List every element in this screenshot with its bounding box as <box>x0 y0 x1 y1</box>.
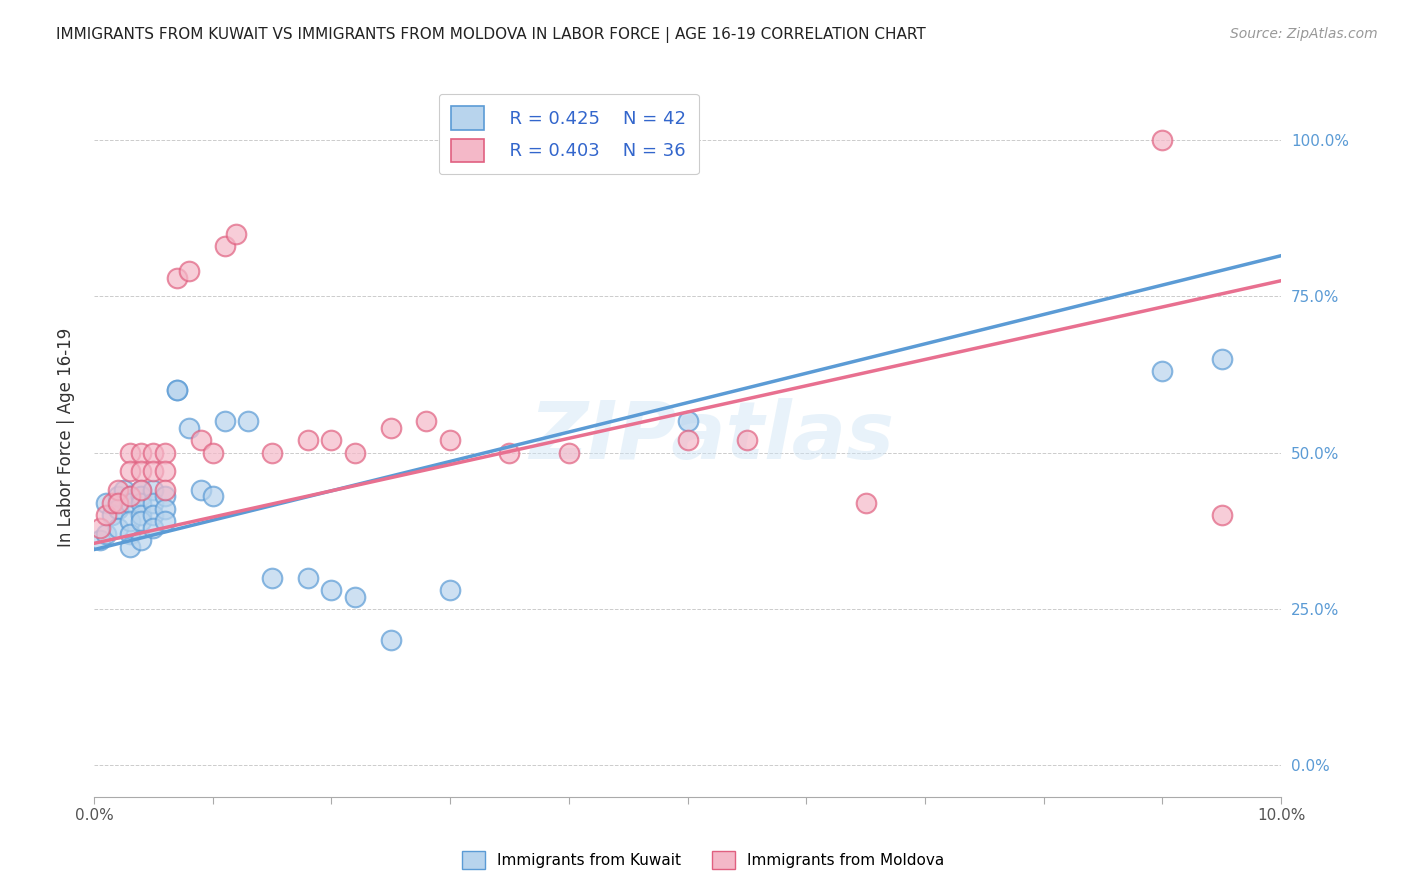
Point <box>1211 508 1233 523</box>
Point <box>100 496 122 510</box>
Point <box>297 571 319 585</box>
Point <box>190 433 212 447</box>
Point <box>214 414 236 428</box>
Point <box>131 515 153 529</box>
Point <box>89 533 111 548</box>
Point <box>177 264 200 278</box>
Point <box>321 433 343 447</box>
Point <box>142 521 165 535</box>
Point <box>131 496 153 510</box>
Point <box>238 414 260 428</box>
Point <box>1152 364 1174 378</box>
Point <box>94 496 117 510</box>
Point <box>201 446 224 460</box>
Point <box>118 496 141 510</box>
Point <box>380 633 402 648</box>
Point <box>94 527 117 541</box>
Point <box>131 508 153 523</box>
Legend: Immigrants from Kuwait, Immigrants from Moldova: Immigrants from Kuwait, Immigrants from … <box>456 845 950 875</box>
Point <box>131 490 153 504</box>
Point <box>439 583 461 598</box>
Point <box>260 571 283 585</box>
Point <box>166 383 188 397</box>
Point <box>166 383 188 397</box>
Point <box>153 515 176 529</box>
Point <box>153 446 176 460</box>
Point <box>142 508 165 523</box>
Point <box>131 533 153 548</box>
Point <box>1152 133 1174 147</box>
Point <box>118 446 141 460</box>
Point <box>107 483 129 498</box>
Point <box>735 433 758 447</box>
Point <box>107 502 129 516</box>
Point <box>107 490 129 504</box>
Point <box>94 508 117 523</box>
Point <box>153 490 176 504</box>
Point <box>676 414 699 428</box>
Point <box>118 490 141 504</box>
Point <box>225 227 247 241</box>
Point <box>131 446 153 460</box>
Point <box>166 270 188 285</box>
Point <box>1211 351 1233 366</box>
Point <box>118 540 141 554</box>
Point <box>344 446 367 460</box>
Text: Source: ZipAtlas.com: Source: ZipAtlas.com <box>1230 27 1378 41</box>
Text: ZIPatlas: ZIPatlas <box>529 398 894 476</box>
Legend:   R = 0.425    N = 42,   R = 0.403    N = 36: R = 0.425 N = 42, R = 0.403 N = 36 <box>439 94 699 174</box>
Point <box>100 508 122 523</box>
Point <box>107 496 129 510</box>
Text: IMMIGRANTS FROM KUWAIT VS IMMIGRANTS FROM MOLDOVA IN LABOR FORCE | AGE 16-19 COR: IMMIGRANTS FROM KUWAIT VS IMMIGRANTS FRO… <box>56 27 927 43</box>
Point <box>153 483 176 498</box>
Point <box>201 490 224 504</box>
Point <box>153 502 176 516</box>
Point <box>131 483 153 498</box>
Point <box>142 446 165 460</box>
Point <box>118 527 141 541</box>
Point <box>153 465 176 479</box>
Point <box>321 583 343 598</box>
Point <box>142 483 165 498</box>
Point <box>142 465 165 479</box>
Point <box>118 465 141 479</box>
Point <box>107 521 129 535</box>
Point <box>118 515 141 529</box>
Point <box>558 446 581 460</box>
Point <box>190 483 212 498</box>
Point <box>415 414 437 428</box>
Point <box>676 433 699 447</box>
Point <box>112 483 135 498</box>
Point <box>131 465 153 479</box>
Point <box>380 420 402 434</box>
Point <box>142 496 165 510</box>
Point <box>118 490 141 504</box>
Point <box>439 433 461 447</box>
Point <box>177 420 200 434</box>
Point <box>297 433 319 447</box>
Point <box>131 483 153 498</box>
Point <box>260 446 283 460</box>
Point <box>344 590 367 604</box>
Y-axis label: In Labor Force | Age 16-19: In Labor Force | Age 16-19 <box>58 327 75 547</box>
Point <box>855 496 877 510</box>
Point <box>498 446 520 460</box>
Point <box>214 239 236 253</box>
Point <box>89 521 111 535</box>
